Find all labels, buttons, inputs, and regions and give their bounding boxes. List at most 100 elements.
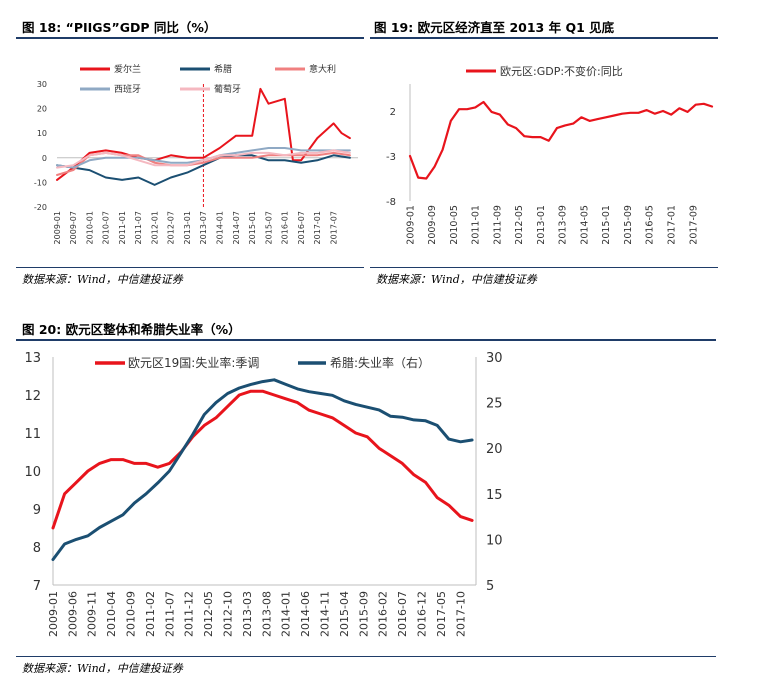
c20-x-tick-label: 2014-11 [319, 591, 332, 637]
c18-x-tick-label: 2011-07 [134, 211, 143, 244]
c18-x-tick-label: 2013-07 [199, 211, 208, 244]
c19-y-tick-label: -8 [386, 197, 396, 208]
c20-x-tick-label: 2013-08 [260, 591, 273, 637]
c20-y2-tick-label: 10 [486, 533, 503, 548]
c19-x-tick-label: 2013-01 [536, 205, 547, 245]
c20-y-tick-label: 13 [24, 351, 41, 366]
c19-x-tick-label: 2009-01 [405, 205, 416, 245]
c18-y-tick-label: 20 [37, 105, 47, 114]
c19-x-tick-label: 2017-09 [688, 205, 699, 245]
fig20-bottom-rule [16, 656, 716, 657]
c18-x-tick-label: 2010-01 [85, 211, 94, 244]
fig19-bottom-rule [370, 267, 718, 268]
fig20-source: 数据来源：Wind，中信建投证券 [22, 662, 183, 675]
fig18-title: 图 18: “PIIGS”GDP 同比（%） [22, 20, 217, 35]
fig19-title: 图 19: 欧元区经济直至 2013 年 Q1 见底 [374, 20, 615, 35]
c19-x-tick-label: 2017-01 [667, 205, 678, 245]
c20-x-tick-label: 2012-10 [221, 591, 234, 637]
c18-x-tick-label: 2009-07 [69, 211, 78, 244]
c20-x-tick-label: 2013-03 [241, 591, 254, 637]
c19-x-tick-label: 2013-09 [558, 205, 569, 245]
c18-series-1-line [56, 154, 351, 186]
c20-series-1-line [51, 378, 474, 561]
c20-y2-tick-label: 15 [486, 488, 503, 503]
fig18-rule [16, 37, 364, 39]
c19-x-tick-label: 2016-05 [645, 205, 656, 245]
c20-y-tick-label: 8 [33, 541, 41, 556]
c18-series-0-line [56, 87, 351, 181]
c20-y2-tick-label: 20 [486, 442, 503, 457]
c20-x-tick-label: 2010-09 [124, 591, 137, 637]
c19-legend-label-0: 欧元区:GDP:不变价:同比 [500, 64, 623, 78]
c20-x-tick-label: 2016-07 [396, 591, 409, 637]
c20-x-tick-label: 2017-10 [454, 591, 467, 637]
c18-x-tick-label: 2010-07 [102, 211, 111, 244]
c18-x-tick-label: 2017-01 [313, 211, 322, 244]
fig19-source: 数据来源：Wind，中信建投证券 [376, 273, 537, 286]
c20-x-tick-label: 2014-01 [280, 591, 293, 637]
c19-x-tick-label: 2009-09 [427, 205, 438, 245]
c20-x-tick-label: 2015-09 [357, 591, 370, 637]
fig19-rule [370, 37, 718, 39]
c20-x-tick-label: 2014-06 [299, 591, 312, 637]
c19-x-tick-label: 2014-05 [579, 205, 590, 245]
c18-y-tick-label: -10 [34, 178, 47, 187]
c18-legend-label-2: 意大利 [309, 63, 336, 75]
c20-x-tick-label: 2016-02 [377, 591, 390, 637]
c18-x-tick-label: 2015-07 [264, 211, 273, 244]
c19-x-tick-label: 2010-05 [449, 205, 460, 245]
c18-legend-label-0: 爱尔兰 [114, 63, 141, 75]
c19-x-tick-label: 2011-09 [492, 205, 503, 245]
c18-series-4-line [56, 149, 351, 169]
c19-series-0-line [408, 100, 714, 180]
c20-x-tick-label: 2011-12 [183, 591, 196, 637]
c20-x-tick-label: 2016-12 [416, 591, 429, 637]
c18-x-tick-label: 2012-07 [167, 211, 176, 244]
c19-x-tick-label: 2011-01 [471, 205, 482, 245]
c20-x-tick-label: 2009-06 [66, 591, 79, 637]
c20-y2-tick-label: 5 [486, 579, 494, 594]
c20-y-tick-label: 12 [24, 389, 41, 404]
c20-y2-tick-label: 25 [486, 397, 503, 412]
c20-legend-label-0: 欧元区19国:失业率:季调 [128, 355, 259, 370]
c18-x-tick-label: 2016-01 [281, 211, 290, 244]
c18-legend-label-4: 葡萄牙 [214, 83, 241, 95]
c18-y-tick-label: 10 [37, 129, 47, 138]
c18-legend-label-1: 希腊 [214, 63, 232, 75]
c20-y-tick-label: 10 [24, 465, 41, 480]
c20-x-tick-label: 2009-01 [47, 591, 60, 637]
c20-x-tick-label: 2015-04 [338, 591, 351, 637]
c20-x-tick-label: 2009-11 [86, 591, 99, 637]
c20-y-tick-label: 9 [33, 503, 41, 518]
c19-x-tick-label: 2015-09 [623, 205, 634, 245]
c20-x-tick-label: 2011-07 [163, 591, 176, 637]
c18-x-tick-label: 2011-01 [118, 211, 127, 244]
c19-x-tick-label: 2012-05 [514, 205, 525, 245]
fig18-source: 数据来源：Wind，中信建投证券 [22, 273, 183, 286]
c19-y-tick-label: 2 [390, 107, 396, 118]
c18-x-tick-label: 2016-07 [297, 211, 306, 244]
c20-series-0-line [51, 389, 474, 530]
c19-x-tick-label: 2015-01 [601, 205, 612, 245]
fig20-rule [16, 339, 716, 341]
c18-x-tick-label: 2015-01 [248, 211, 257, 244]
c19-y-tick-label: -3 [386, 152, 396, 163]
c20-x-tick-label: 2017-05 [435, 591, 448, 637]
c18-x-tick-label: 2012-01 [150, 211, 159, 244]
c18-y-tick-label: 0 [42, 154, 47, 163]
c20-legend-label-1: 希腊:失业率（右） [330, 355, 430, 370]
c18-x-tick-label: 2014-01 [216, 211, 225, 244]
c18-x-tick-label: 2009-01 [53, 211, 62, 244]
c18-x-tick-label: 2017-07 [329, 211, 338, 244]
c20-y-tick-label: 7 [33, 579, 41, 594]
c18-y-tick-label: 30 [37, 80, 47, 89]
fig20-title: 图 20: 欧元区整体和希腊失业率（%） [22, 322, 241, 337]
c18-x-tick-label: 2014-07 [232, 211, 241, 244]
c20-y-tick-label: 11 [24, 427, 41, 442]
c20-y2-tick-label: 30 [486, 351, 503, 366]
c18-y-tick-label: -20 [34, 203, 47, 212]
c20-x-tick-label: 2010-04 [105, 591, 118, 637]
c20-x-tick-label: 2011-02 [144, 591, 157, 637]
c18-legend-label-3: 西班牙 [114, 83, 141, 95]
